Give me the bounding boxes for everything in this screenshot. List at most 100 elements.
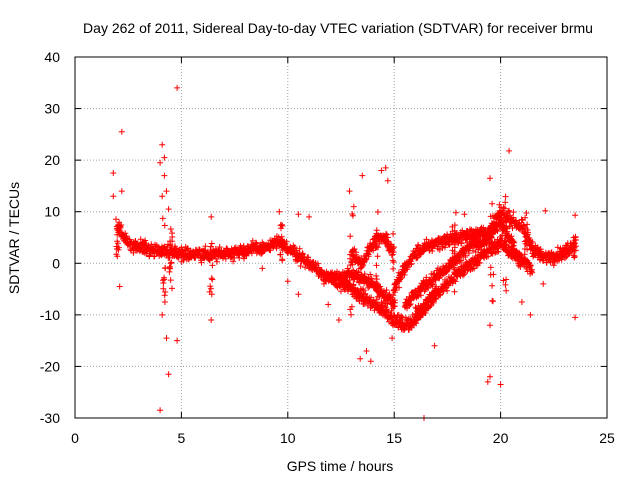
outlier-point xyxy=(506,147,513,154)
data-point xyxy=(494,228,501,234)
outlier-point xyxy=(497,381,504,388)
data-point xyxy=(528,240,534,247)
outlier-point xyxy=(487,175,493,182)
x-tick-label: 15 xyxy=(386,430,402,446)
data-point xyxy=(522,214,529,221)
data-point xyxy=(495,248,502,255)
data-point xyxy=(451,230,458,237)
data-point xyxy=(338,288,344,295)
data-point xyxy=(207,251,214,258)
data-point xyxy=(503,276,510,283)
outlier-point xyxy=(118,128,125,135)
data-point xyxy=(373,244,380,251)
data-point xyxy=(166,265,173,271)
outlier-point xyxy=(306,213,313,220)
data-point xyxy=(502,281,509,288)
data-point xyxy=(518,216,525,223)
data-point xyxy=(476,259,483,266)
data-point xyxy=(161,299,168,305)
data-point xyxy=(390,287,397,294)
data-point xyxy=(482,226,489,233)
data-point xyxy=(169,230,175,237)
outlier-point xyxy=(487,322,493,329)
data-point xyxy=(502,199,509,206)
data-point xyxy=(554,244,561,251)
data-point xyxy=(348,258,355,265)
outlier-point xyxy=(157,407,164,414)
x-tick-label: 5 xyxy=(178,430,186,446)
data-point xyxy=(390,259,397,266)
data-point xyxy=(489,200,496,207)
data-point xyxy=(115,244,122,251)
data-point xyxy=(571,254,578,261)
y-tick-label: 10 xyxy=(44,204,60,220)
data-point xyxy=(362,290,369,297)
data-point xyxy=(160,285,167,292)
data-point xyxy=(488,249,495,255)
data-point xyxy=(502,193,509,200)
data-point xyxy=(368,275,375,282)
data-point xyxy=(374,293,381,300)
outlier-point xyxy=(163,335,170,342)
data-point xyxy=(114,231,121,238)
outlier-point xyxy=(295,291,302,298)
data-point xyxy=(168,246,175,252)
data-point xyxy=(401,271,408,278)
data-point xyxy=(296,245,303,252)
y-tick-label: -10 xyxy=(40,307,60,323)
data-point xyxy=(529,269,536,276)
data-point xyxy=(390,244,397,250)
data-point xyxy=(462,252,469,259)
plot-frame xyxy=(74,56,608,419)
data-point xyxy=(314,260,321,267)
data-point xyxy=(178,244,185,251)
data-point xyxy=(374,287,381,294)
data-point xyxy=(523,263,529,270)
data-point xyxy=(487,264,494,271)
y-tick-label: -30 xyxy=(40,410,60,426)
data-point xyxy=(279,243,285,250)
data-point xyxy=(374,253,381,260)
data-point xyxy=(347,233,354,240)
data-point xyxy=(347,306,354,313)
data-point xyxy=(469,247,476,254)
data-point xyxy=(522,240,529,247)
y-axis-label: SDTVAR / TECUs xyxy=(6,182,22,294)
data-point xyxy=(515,262,522,269)
data-point xyxy=(368,294,375,301)
data-point xyxy=(293,247,300,254)
data-point xyxy=(501,205,508,212)
data-point xyxy=(300,251,306,258)
data-point xyxy=(214,258,220,265)
chart-title: Day 262 of 2011, Sidereal Day-to-day VTE… xyxy=(83,20,593,36)
outlier-point xyxy=(325,301,332,308)
outlier-point xyxy=(335,317,342,323)
outlier-point xyxy=(208,317,215,323)
data-point xyxy=(523,210,530,216)
outlier-point xyxy=(165,371,172,378)
data-point xyxy=(389,257,396,264)
data-point xyxy=(365,253,372,260)
data-point xyxy=(390,322,396,329)
data-point xyxy=(489,282,496,289)
data-point xyxy=(383,230,389,237)
data-point xyxy=(527,262,534,269)
outlier-point xyxy=(484,378,491,385)
data-point xyxy=(503,287,510,294)
data-point xyxy=(167,277,174,284)
data-point xyxy=(430,299,437,306)
data-point xyxy=(508,233,515,240)
outlier-point xyxy=(159,193,166,200)
data-point xyxy=(383,287,390,294)
outlier-point xyxy=(284,278,291,285)
outlier-point xyxy=(389,335,396,342)
y-tick-label: 0 xyxy=(52,255,60,271)
data-point xyxy=(489,234,496,241)
data-point xyxy=(524,226,531,233)
data-point xyxy=(373,276,380,283)
data-point xyxy=(343,278,350,285)
data-point xyxy=(570,239,577,246)
y-tick-label: 40 xyxy=(44,49,60,65)
outlier-point xyxy=(165,206,172,213)
